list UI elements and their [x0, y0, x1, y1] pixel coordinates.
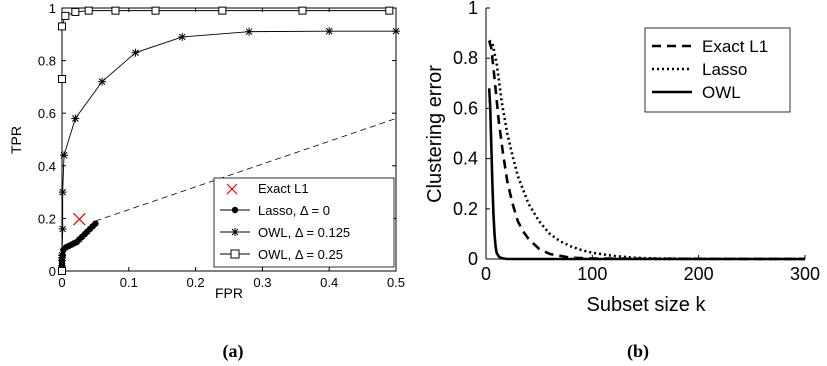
- a-point-owl-0-25: [385, 6, 394, 15]
- b-xtick-label: 300: [790, 264, 820, 284]
- panel-b-caption: (b): [627, 341, 649, 362]
- a-point-owl-0-125: [60, 151, 69, 160]
- legend-item-owl-025: OWL, Δ = 0.25: [220, 247, 343, 262]
- a-point-owl-0-25: [84, 6, 93, 15]
- panel-a-y-axis-label: TPR: [8, 126, 24, 154]
- panel-b-y-axis-label: Clustering error: [424, 65, 446, 203]
- a-point-owl-0-25: [58, 22, 66, 31]
- legend-b-item-owl: OWL: [652, 83, 741, 102]
- a-point-owl-0-125: [325, 27, 334, 36]
- a-ytick-label: 0.4: [38, 159, 56, 174]
- a-point-owl-0-25: [218, 6, 227, 15]
- a-xtick-label: 0.1: [120, 275, 138, 290]
- legend-b-exact-l1-label: Exact L1: [702, 37, 768, 56]
- a-point-owl-0-125: [98, 77, 107, 86]
- b-ytick-label: 1: [468, 0, 478, 18]
- a-point-exact-l1: [72, 212, 86, 226]
- legend-exact-l1-marker: [226, 183, 238, 195]
- panel-a-legend-box: [213, 177, 395, 268]
- panel-a-caption: (a): [223, 341, 244, 362]
- a-point-owl-0-125: [178, 32, 187, 41]
- a-reference-dashed-line: [95, 118, 397, 222]
- a-ytick-label: 0.8: [38, 54, 56, 69]
- panel-a-plot-area: [58, 6, 400, 275]
- panel-b-legend: Exact L1 Lasso OWL: [644, 27, 791, 113]
- a-ytick-label: 0.2: [38, 211, 56, 226]
- b-series-line-owl: [487, 88, 805, 261]
- panel-b-plot-area: [487, 39, 806, 261]
- a-xtick-label: 0.4: [320, 275, 338, 290]
- panel-b-clustering-chart: 0 100 200 300 0 0.2 0.4 0.6 0.8 1 Subset size k C…: [424, 0, 820, 362]
- a-xtick-label: 0.3: [253, 275, 271, 290]
- a-point-owl-0-125: [245, 27, 254, 36]
- a-xtick-label: 0: [58, 275, 65, 290]
- a-point-owl-0-125: [392, 27, 400, 36]
- a-ytick-label: 0.6: [38, 106, 56, 121]
- a-xtick-label: 0.5: [387, 275, 405, 290]
- legend-item-owl-0125: OWL, Δ = 0.125: [220, 225, 350, 240]
- legend-owl-0125-marker: [231, 228, 239, 236]
- legend-owl-025-marker: [230, 249, 240, 259]
- a-point-owl-0-125: [131, 48, 140, 57]
- a-point-owl-0-25: [151, 6, 160, 15]
- b-ytick-label: 0.4: [453, 149, 478, 169]
- panel-b-x-axis-label: Subset size k: [587, 294, 707, 316]
- b-ytick-label: 0.8: [453, 48, 478, 68]
- panel-a-roc-chart: 0 0.1 0.2 0.3 0.4 0.5 0 0.2 0.4 0.6 0.8 1 FPR TPR E…: [8, 1, 405, 362]
- a-point-owl-0-25: [111, 6, 120, 15]
- legend-b-lasso-label: Lasso: [702, 60, 747, 79]
- panel-a-x-axis-label: FPR: [215, 285, 243, 301]
- b-xtick-label: 200: [684, 264, 714, 284]
- a-ytick-label: 1: [49, 1, 56, 16]
- b-xtick-label: 100: [577, 264, 607, 284]
- legend-b-item-exact-l1: Exact L1: [652, 37, 768, 56]
- b-xtick-label: 0: [481, 264, 491, 284]
- a-point-owl-0-25: [298, 6, 307, 15]
- legend-item-exact-l1: Exact L1: [226, 181, 309, 196]
- legend-item-lasso: Lasso, Δ = 0: [220, 203, 330, 218]
- b-ytick-label: 0.2: [453, 199, 478, 219]
- a-point-owl-0-125: [71, 114, 80, 123]
- a-point-lasso-0: [92, 220, 99, 227]
- legend-lasso-marker: [231, 206, 239, 214]
- a-point-owl-0-25: [58, 75, 66, 84]
- panel-b-ticks: 0 100 200 300 0 0.2 0.4 0.6 0.8 1: [453, 0, 820, 284]
- a-point-owl-0-125: [58, 188, 67, 197]
- panel-b-legend-box: [644, 27, 791, 113]
- a-point-owl-0-125: [58, 224, 67, 233]
- a-point-owl-0-25: [61, 11, 70, 20]
- panel-a-legend: Exact L1 Lasso, Δ = 0 OWL, Δ = 0.125: [213, 177, 395, 268]
- legend-exact-l1-label: Exact L1: [258, 181, 309, 196]
- legend-lasso-label: Lasso, Δ = 0: [258, 203, 330, 218]
- legend-b-item-lasso: Lasso: [652, 60, 747, 79]
- b-ytick-label: 0.6: [453, 98, 478, 118]
- a-xtick-label: 0.2: [187, 275, 205, 290]
- a-ytick-label: 0: [49, 264, 56, 279]
- legend-owl-025-label: OWL, Δ = 0.25: [258, 247, 343, 262]
- a-point-owl-0-25: [71, 7, 80, 16]
- legend-owl-0125-label: OWL, Δ = 0.125: [258, 225, 350, 240]
- panel-a-ticks: 0 0.1 0.2 0.3 0.4 0.5 0 0.2 0.4 0.6 0.8 1: [38, 1, 405, 290]
- b-ytick-label: 0: [468, 249, 478, 269]
- legend-b-owl-label: OWL: [702, 83, 741, 102]
- a-point-owl-0-25: [58, 267, 66, 275]
